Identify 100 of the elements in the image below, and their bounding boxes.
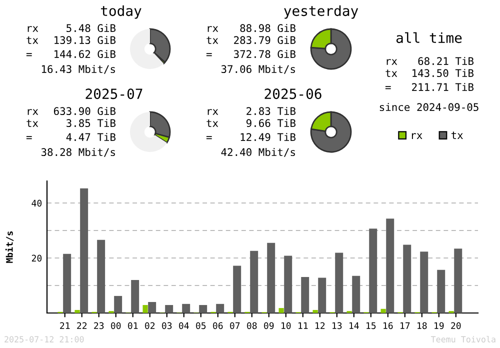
text: 372.78 GiB: [234, 50, 296, 58]
bar: [216, 304, 224, 313]
y-tick-label: 40: [32, 200, 42, 207]
x-tick-label: 13: [332, 322, 342, 330]
bar: [278, 308, 284, 313]
legend-label: rx: [412, 133, 422, 139]
text: =: [206, 53, 212, 56]
x-tick-label: 17: [400, 322, 410, 329]
x-tick-label: 09: [264, 322, 274, 330]
text: 144.62 GiB: [54, 50, 116, 58]
text: 283.79 GiB: [234, 36, 296, 44]
text: all time: [396, 32, 462, 44]
x-tick-label: 23: [94, 322, 104, 330]
x-tick-label: 06: [213, 322, 223, 330]
bar: [454, 248, 462, 313]
text: =: [26, 136, 32, 140]
x-tick-label: 05: [196, 322, 206, 330]
x-tick-label: 21: [60, 322, 70, 329]
x-tick-label: 03: [162, 322, 172, 330]
bar: [233, 266, 242, 313]
text: 211.71 TiB: [412, 82, 474, 91]
x-tick-label: 07: [230, 322, 240, 330]
text: 16.43 Mbit/s: [42, 64, 115, 74]
bar: [148, 302, 156, 313]
bar: [335, 252, 344, 313]
bar: [63, 254, 72, 313]
bar: [284, 256, 292, 313]
bar: [97, 240, 106, 313]
x-tick-label: 04: [179, 322, 189, 330]
text: 42.40 Mbit/s: [221, 148, 295, 157]
legend-label: tx: [451, 132, 463, 139]
text: =: [385, 86, 391, 90]
chart-title: yesterday: [284, 5, 358, 19]
donut-slice: [130, 112, 167, 152]
text: since 2024-09-05: [380, 102, 478, 112]
text: rx: [28, 26, 38, 32]
text: 5.48 GiB: [66, 24, 116, 32]
chart-title: today: [100, 5, 142, 19]
text: 38.28 Mbit/s: [41, 148, 115, 157]
bar: [80, 188, 88, 313]
text: =: [26, 53, 32, 56]
donut-slice: [130, 29, 164, 69]
text: tx: [206, 36, 218, 44]
text: 68.21 TiB: [418, 56, 474, 66]
text: tx: [26, 120, 38, 127]
x-tick-label: 10: [282, 322, 291, 330]
text: tx: [206, 120, 218, 127]
chart-title: 2025-07: [86, 88, 142, 100]
bar: [250, 250, 258, 313]
bar: [142, 305, 148, 313]
text: tx: [386, 70, 398, 77]
x-tick-label: 22: [77, 322, 87, 329]
text: 37.06 Mbit/s: [221, 64, 295, 74]
bar: [437, 270, 446, 313]
donut-slice: [310, 28, 352, 70]
x-tick-label: 20: [451, 322, 461, 330]
text: tx: [26, 36, 38, 44]
bar: [386, 218, 394, 313]
bar: [380, 308, 386, 313]
bar: [182, 304, 190, 313]
text: 9.66 TiB: [246, 118, 296, 128]
x-tick-label: 18: [418, 322, 427, 330]
chart-title: 2025-06: [264, 88, 322, 100]
text: 633.90 GiB: [54, 106, 116, 116]
text: 88.98 GiB: [240, 24, 296, 32]
x-tick-label: 11: [298, 322, 308, 329]
bar: [312, 310, 318, 313]
bar: [267, 242, 276, 313]
bar: [301, 276, 310, 313]
text: rx: [208, 109, 218, 115]
text: rx: [386, 59, 398, 65]
donut-slice: [310, 111, 352, 153]
text: 143.50 TiB: [412, 68, 474, 78]
x-tick-label: 08: [247, 322, 257, 330]
bar: [420, 252, 428, 313]
text: 4.47 TiB: [66, 132, 116, 141]
x-tick-label: 00: [111, 322, 121, 330]
text: rx: [28, 109, 38, 115]
x-tick-label: 02: [145, 322, 155, 330]
text: 2.83 TiB: [246, 106, 296, 116]
bar: [114, 296, 122, 313]
bar: [403, 244, 412, 313]
x-tick-label: 14: [350, 322, 359, 329]
text: 139.13 GiB: [54, 36, 116, 44]
x-tick-label: 16: [384, 322, 393, 330]
bar: [199, 305, 208, 313]
x-tick-label: 15: [366, 322, 376, 330]
y-axis-title: Mbit/s: [5, 231, 14, 263]
bar: [165, 305, 174, 313]
x-tick-label: 19: [434, 322, 444, 330]
text: rx: [208, 26, 218, 32]
bar: [131, 280, 140, 313]
x-tick-label: 01: [128, 322, 138, 330]
text: 3.85 TiB: [66, 118, 116, 128]
x-tick-label: 12: [316, 322, 325, 329]
text: =: [206, 136, 212, 140]
donut-slice: [149, 28, 171, 64]
text: 12.49 TiB: [240, 132, 296, 142]
bar: [318, 278, 326, 313]
bar: [74, 310, 80, 313]
